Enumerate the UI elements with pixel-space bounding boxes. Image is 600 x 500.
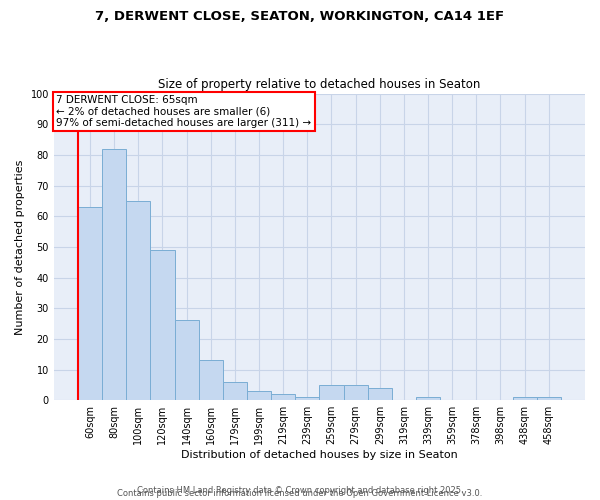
Text: Contains public sector information licensed under the Open Government Licence v3: Contains public sector information licen… <box>118 490 482 498</box>
Bar <box>199 360 223 400</box>
Bar <box>223 382 247 400</box>
Bar <box>271 394 295 400</box>
X-axis label: Distribution of detached houses by size in Seaton: Distribution of detached houses by size … <box>181 450 458 460</box>
Bar <box>247 391 271 400</box>
Bar <box>78 207 102 400</box>
Bar <box>126 201 151 400</box>
Bar <box>175 320 199 400</box>
Text: 7, DERWENT CLOSE, SEATON, WORKINGTON, CA14 1EF: 7, DERWENT CLOSE, SEATON, WORKINGTON, CA… <box>95 10 505 23</box>
Bar <box>512 397 537 400</box>
Bar <box>319 385 344 400</box>
Bar <box>102 149 126 400</box>
Text: Contains HM Land Registry data © Crown copyright and database right 2025.: Contains HM Land Registry data © Crown c… <box>137 486 463 495</box>
Bar <box>416 397 440 400</box>
Text: 7 DERWENT CLOSE: 65sqm
← 2% of detached houses are smaller (6)
97% of semi-detac: 7 DERWENT CLOSE: 65sqm ← 2% of detached … <box>56 95 311 128</box>
Y-axis label: Number of detached properties: Number of detached properties <box>15 159 25 334</box>
Title: Size of property relative to detached houses in Seaton: Size of property relative to detached ho… <box>158 78 481 91</box>
Bar <box>344 385 368 400</box>
Bar <box>368 388 392 400</box>
Bar <box>537 397 561 400</box>
Bar <box>295 397 319 400</box>
Bar <box>151 250 175 400</box>
